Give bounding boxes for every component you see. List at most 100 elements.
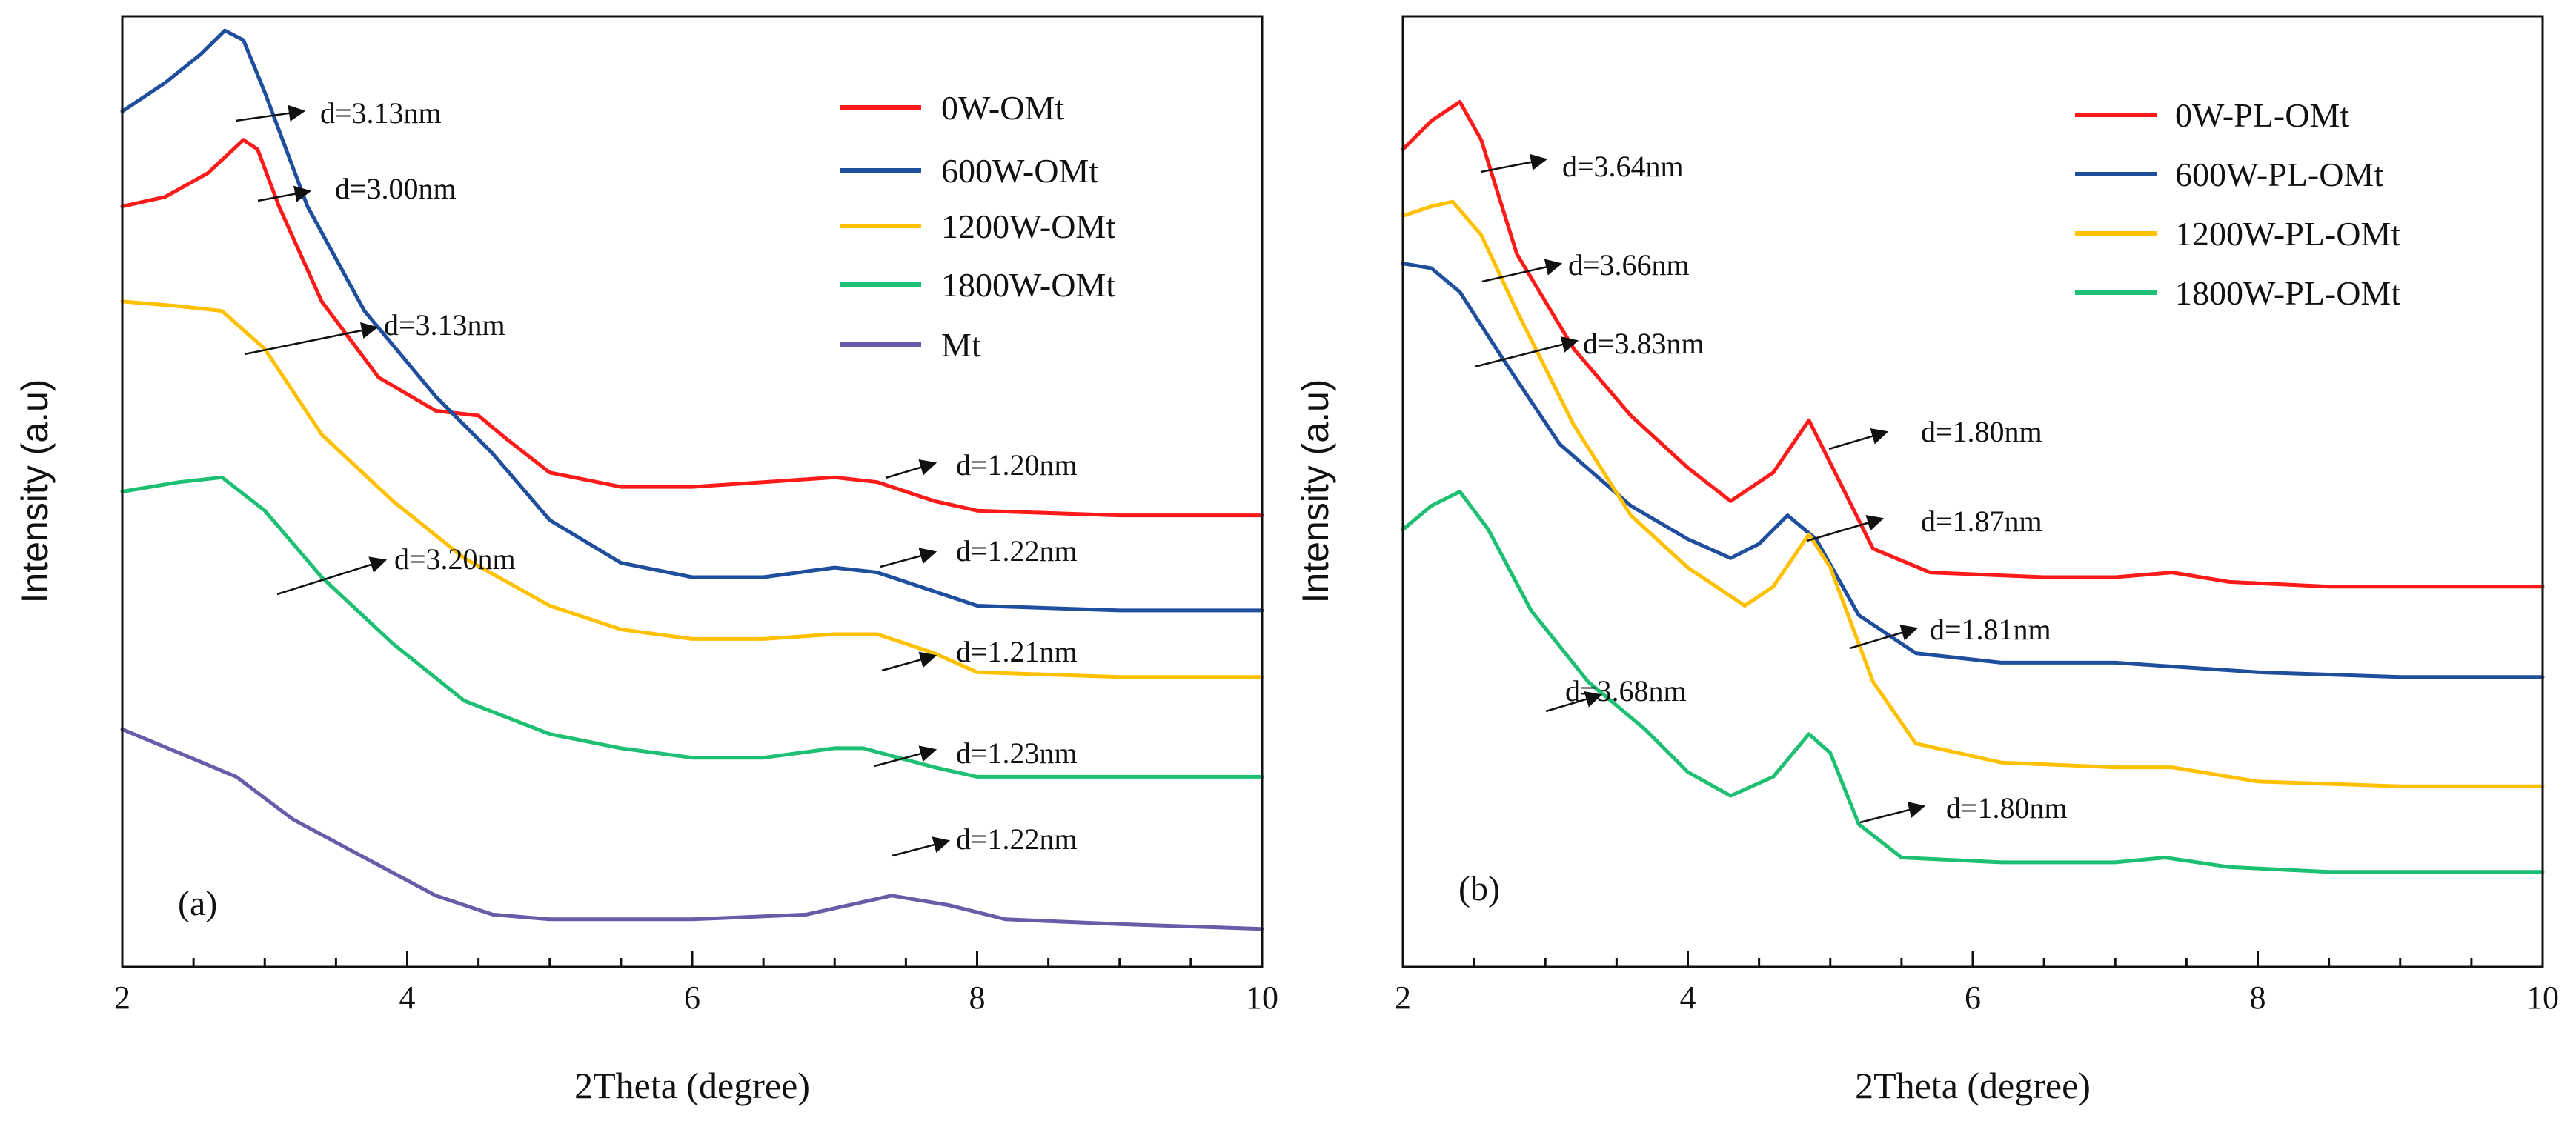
series-line-1800w-omt: [120, 475, 1264, 779]
annotation-label: d=3.64nm: [1562, 150, 1684, 183]
legend-label: 0W-OMt: [941, 89, 1064, 127]
x-tick-label: 6: [684, 979, 700, 1016]
panel-label-b: (b): [1458, 869, 1500, 908]
x-axis-title-a: 2Theta (degree): [574, 1065, 810, 1106]
annotation-arrow: [881, 651, 937, 672]
legend-label: 1800W-OMt: [941, 266, 1115, 304]
annotation-arrow: [892, 836, 951, 857]
peak-annotation: d=1.87nm: [1806, 505, 2042, 542]
series-line-600w-omt: [120, 28, 1264, 613]
annotations-b: d=3.64nm d=3.66nm d=3.83nm d=1.80nm d=1.…: [1474, 150, 2068, 825]
peak-annotation: d=1.23nm: [874, 736, 1078, 770]
annotation-label: d=3.13nm: [384, 308, 505, 342]
peak-annotation: d=1.81nm: [1849, 613, 2051, 650]
annotation-label: d=3.13nm: [320, 96, 442, 130]
legend-entry: 600W-PL-OMt: [2075, 156, 2383, 193]
series-line-mt: [120, 727, 1264, 931]
legend-label: 1200W-OMt: [941, 207, 1115, 245]
legend-entry: 1200W-OMt: [840, 207, 1115, 245]
peak-annotation: d=1.22nm: [880, 534, 1078, 568]
x-tick-label: 2: [1395, 979, 1411, 1016]
legend-entry: 1800W-PL-OMt: [2075, 274, 2400, 312]
legend-label: 1200W-PL-OMt: [2175, 215, 2400, 253]
annotation-arrow: [880, 548, 937, 568]
peak-annotation: d=3.64nm: [1480, 150, 1684, 183]
x-tick-label: 2: [114, 979, 130, 1016]
peak-annotation: d=1.22nm: [892, 822, 1078, 857]
annotation-label: d=1.22nm: [956, 534, 1078, 568]
legend-label: 0W-PL-OMt: [2175, 96, 2349, 134]
series-line-1200w-pl-omt: [1401, 199, 2545, 788]
legend-a: 0W-OMt 600W-OMt 1200W-OMt 1800W-OMt Mt: [840, 89, 1115, 364]
legend-entry: 600W-OMt: [840, 152, 1098, 190]
x-tick-label: 4: [1680, 979, 1696, 1016]
annotation-label: d=1.80nm: [1946, 791, 2068, 825]
series-line-1200w-omt: [120, 299, 1264, 679]
x-tick-label: 10: [1246, 979, 1278, 1016]
annotation-arrow: [1859, 802, 1926, 824]
annotation-arrow: [257, 185, 312, 202]
x-ticks-a: 2 4 6 8 10: [114, 951, 1278, 1016]
panel-a: 2 4 6 8 10 2Theta (degree) Intensity (a.u) (…: [14, 15, 1278, 1106]
annotation-arrow: [1474, 336, 1579, 368]
annotation-arrow: [1806, 514, 1885, 542]
legend-b: 0W-PL-OMt 600W-PL-OMt 1200W-PL-OMt 1800W…: [2075, 96, 2400, 312]
annotation-arrow: [1849, 625, 1919, 650]
x-tick-label: 10: [2526, 979, 2559, 1016]
peak-annotation: d=1.80nm: [1828, 415, 2042, 450]
panel-label-a: (a): [178, 884, 217, 923]
annotation-label: d=1.87nm: [1921, 505, 2042, 538]
series-line-1800w-pl-omt: [1401, 490, 2545, 874]
annotations-a: d=3.13nm d=3.00nm d=3.13nm d=3.20nm d=1.…: [235, 96, 1078, 857]
legend-entry: 0W-PL-OMt: [2075, 96, 2349, 134]
x-tick-label: 8: [969, 979, 986, 1016]
plot-area-b: [1401, 100, 2545, 874]
legend-label: 600W-OMt: [941, 152, 1098, 190]
annotation-label: d=1.81nm: [1930, 613, 2051, 646]
peak-annotation: d=3.13nm: [244, 308, 505, 356]
y-axis-title-b: Intensity (a.u): [1295, 379, 1336, 604]
plot-area-a: [120, 28, 1264, 931]
legend-entry: 1800W-OMt: [840, 266, 1115, 304]
annotation-label: d=1.20nm: [956, 448, 1078, 482]
annotation-label: d=3.00nm: [335, 172, 457, 205]
peak-annotation: d=1.80nm: [1859, 791, 2068, 825]
annotation-arrow: [1828, 428, 1889, 450]
x-axis-title-b: 2Theta (degree): [1855, 1065, 2091, 1106]
peak-annotation: d=1.20nm: [885, 448, 1078, 482]
annotation-arrow: [1481, 259, 1563, 283]
legend-entry: Mt: [840, 326, 981, 364]
peak-annotation: d=3.83nm: [1474, 327, 1704, 368]
peak-annotation: d=3.68nm: [1545, 674, 1687, 713]
annotation-label: d=1.21nm: [956, 635, 1078, 668]
peak-annotation: d=3.13nm: [235, 96, 442, 130]
annotation-label: d=3.68nm: [1565, 674, 1687, 708]
peak-annotation: d=3.20nm: [276, 542, 516, 596]
x-ticks-b: 2 4 6 8 10: [1395, 951, 2559, 1016]
legend-entry: 1200W-PL-OMt: [2075, 215, 2400, 253]
peak-annotation: d=3.00nm: [257, 172, 457, 205]
peak-annotation: d=1.21nm: [881, 635, 1078, 672]
legend-label: 1800W-PL-OMt: [2175, 274, 2400, 312]
x-tick-label: 8: [2250, 979, 2266, 1016]
x-tick-label: 4: [399, 979, 416, 1016]
annotation-arrow: [1545, 691, 1603, 713]
legend-label: 600W-PL-OMt: [2175, 156, 2383, 193]
annotation-label: d=3.66nm: [1568, 248, 1690, 282]
annotation-label: d=1.23nm: [956, 736, 1078, 770]
annotation-arrow: [874, 745, 937, 768]
y-axis-title-a: Intensity (a.u): [14, 379, 56, 604]
series-line-0w-pl-omt: [1401, 100, 2545, 589]
x-tick-label: 6: [1965, 979, 1981, 1016]
annotation-arrow: [276, 556, 388, 596]
annotation-arrow: [244, 322, 379, 356]
annotation-label: d=1.22nm: [956, 822, 1078, 856]
panel-b: 2 4 6 8 10 2Theta (degree) Intensity (a.u) (…: [1295, 15, 2559, 1106]
annotation-arrow: [885, 459, 937, 479]
annotation-arrow: [235, 104, 306, 122]
peak-annotation: d=3.66nm: [1481, 248, 1690, 283]
annotation-arrow: [1480, 153, 1548, 173]
legend-entry: 0W-OMt: [840, 89, 1064, 127]
annotation-label: d=3.83nm: [1583, 327, 1704, 360]
